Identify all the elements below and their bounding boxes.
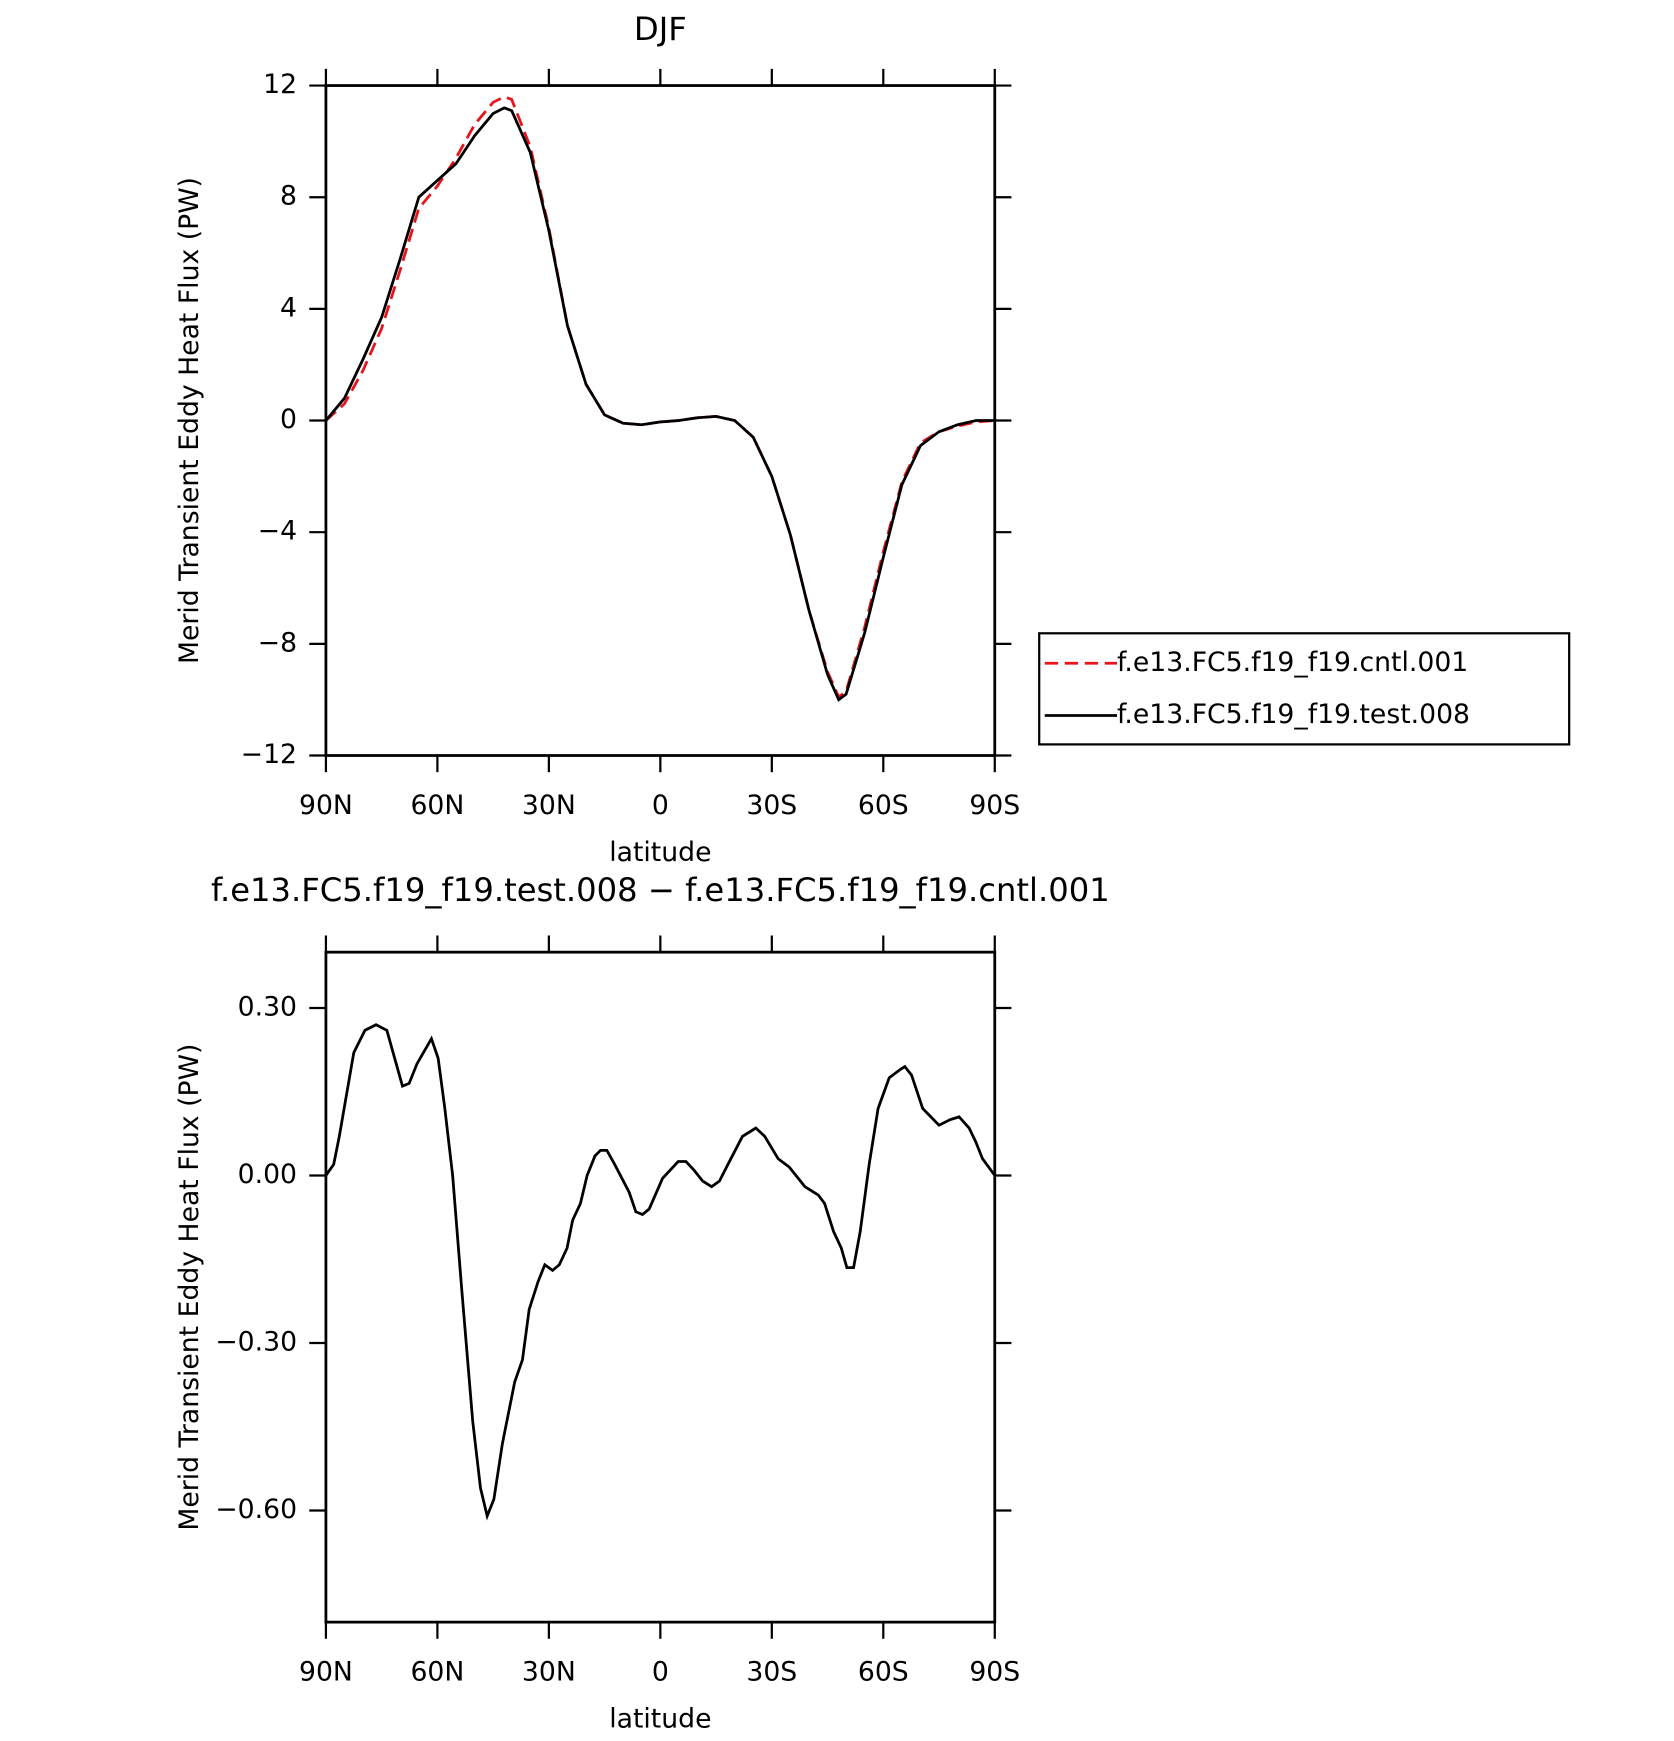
x-tick-label: 90S: [969, 1657, 1020, 1688]
x-tick-label: 30N: [522, 1657, 576, 1688]
legend-label: f.e13.FC5.f19_f19.test.008: [1117, 699, 1470, 730]
x-tick-label: 60N: [410, 790, 464, 821]
plot-frame: [324, 84, 997, 757]
x-tick-label: 60S: [858, 1657, 909, 1688]
y-tick-label: −4: [258, 516, 297, 547]
y-axis-label: Merid Transient Eddy Heat Flux (PW): [174, 1044, 205, 1531]
data-line: [324, 1023, 996, 1521]
x-tick-label: 90N: [299, 790, 353, 821]
y-tick-label: 0.30: [238, 991, 297, 1022]
x-tick-label: 30S: [746, 1657, 797, 1688]
y-tick-label: 0: [280, 404, 297, 435]
x-tick-label: 60S: [858, 790, 909, 821]
data-line: [324, 95, 995, 700]
x-axis-label: latitude: [609, 837, 711, 868]
y-tick-label: 12: [263, 69, 297, 100]
y-tick-label: 8: [280, 181, 297, 212]
plot-frame: [324, 950, 997, 1624]
legend-label: f.e13.FC5.f19_f19.cntl.001: [1117, 647, 1468, 678]
data-line: [324, 106, 995, 702]
x-tick-label: 60N: [410, 1657, 464, 1688]
y-tick-label: 4: [280, 292, 297, 323]
y-tick-label: −0.30: [215, 1326, 297, 1357]
chart-title: f.e13.FC5.f19_f19.test.008 − f.e13.FC5.f…: [211, 871, 1110, 909]
x-axis-label: latitude: [609, 1703, 711, 1734]
x-tick-label: 90N: [299, 1657, 353, 1688]
x-tick-label: 30N: [522, 790, 576, 821]
legend-box: [1038, 632, 1571, 746]
chart-title: DJF: [634, 10, 687, 48]
x-tick-label: 30S: [746, 790, 797, 821]
x-tick-label: 0: [652, 790, 669, 821]
x-tick-label: 90S: [969, 790, 1020, 821]
y-tick-label: −8: [258, 627, 297, 658]
x-tick-label: 0: [652, 1657, 669, 1688]
y-tick-label: 0.00: [238, 1159, 297, 1190]
y-axis-label: Merid Transient Eddy Heat Flux (PW): [174, 177, 205, 664]
y-tick-label: −12: [241, 739, 297, 770]
y-tick-label: −0.60: [215, 1494, 297, 1525]
